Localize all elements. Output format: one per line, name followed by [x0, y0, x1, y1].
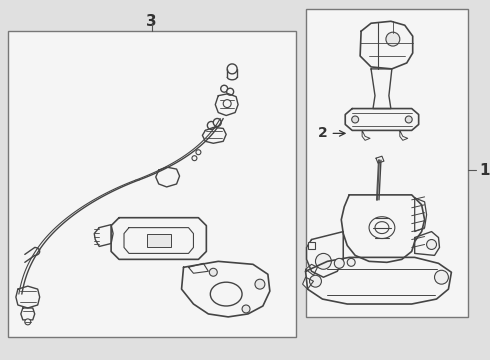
Polygon shape: [307, 231, 343, 277]
Circle shape: [223, 100, 231, 108]
Polygon shape: [124, 228, 194, 253]
Polygon shape: [21, 308, 35, 320]
Polygon shape: [415, 198, 427, 231]
Text: 2: 2: [318, 126, 327, 140]
Text: 1: 1: [479, 163, 490, 177]
Polygon shape: [111, 218, 206, 259]
Polygon shape: [400, 130, 408, 140]
Polygon shape: [202, 127, 226, 143]
Polygon shape: [94, 225, 113, 247]
Circle shape: [207, 121, 215, 129]
Text: 3: 3: [147, 14, 157, 29]
Circle shape: [427, 239, 437, 249]
Polygon shape: [215, 94, 238, 116]
Circle shape: [347, 258, 355, 266]
Polygon shape: [360, 21, 413, 69]
Circle shape: [386, 32, 400, 46]
Circle shape: [242, 305, 250, 313]
Circle shape: [209, 268, 217, 276]
Polygon shape: [306, 264, 318, 275]
Polygon shape: [156, 167, 179, 187]
Polygon shape: [362, 130, 370, 140]
Bar: [306, 9, 468, 317]
Circle shape: [255, 279, 265, 289]
Polygon shape: [189, 263, 208, 273]
Circle shape: [435, 270, 448, 284]
Polygon shape: [306, 257, 451, 304]
Circle shape: [352, 116, 359, 123]
Polygon shape: [371, 69, 392, 109]
Circle shape: [196, 150, 201, 155]
Circle shape: [213, 118, 221, 126]
Circle shape: [227, 88, 234, 95]
Polygon shape: [376, 156, 384, 163]
Bar: [308, 242, 316, 249]
Circle shape: [316, 253, 331, 269]
Circle shape: [25, 319, 31, 325]
Bar: [147, 234, 171, 247]
Polygon shape: [182, 261, 270, 317]
Polygon shape: [415, 231, 440, 255]
Circle shape: [334, 258, 344, 268]
Polygon shape: [341, 195, 425, 262]
Polygon shape: [345, 109, 418, 130]
Polygon shape: [303, 277, 314, 289]
Circle shape: [192, 156, 197, 161]
Polygon shape: [16, 286, 40, 308]
Circle shape: [310, 275, 321, 287]
Circle shape: [220, 85, 228, 92]
Bar: [8, 31, 295, 337]
Circle shape: [405, 116, 412, 123]
